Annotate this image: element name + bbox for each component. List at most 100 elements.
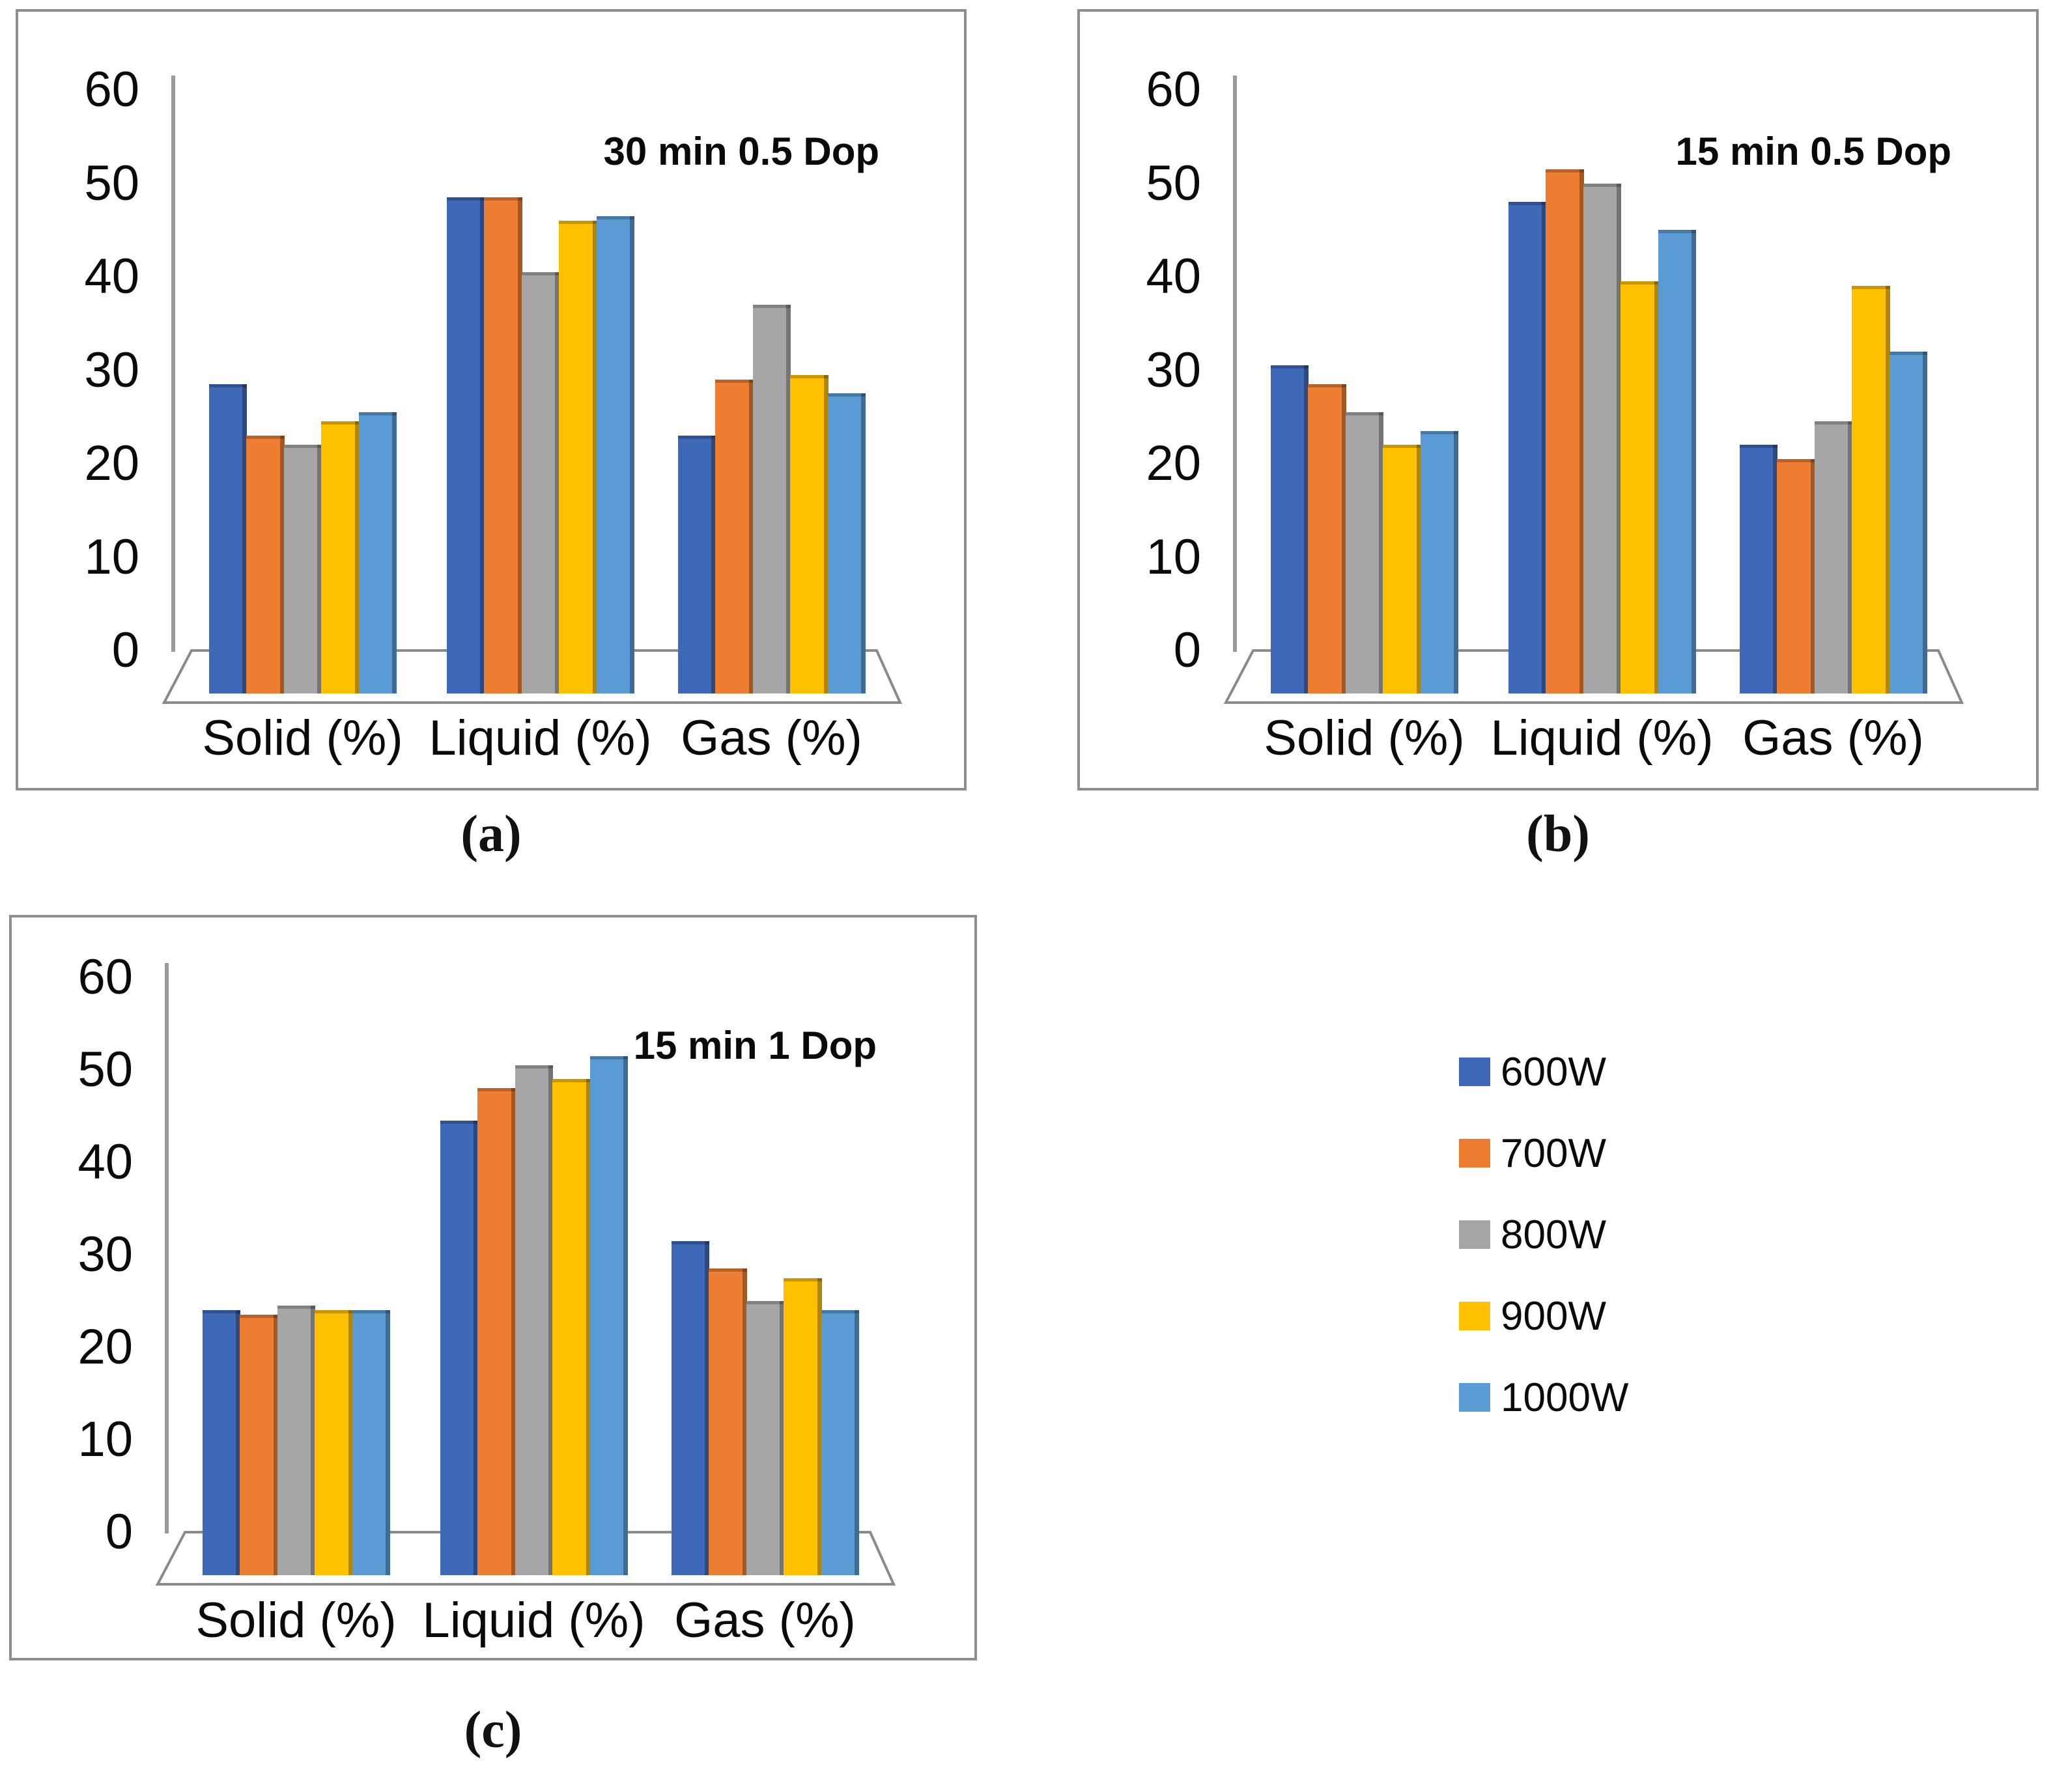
bar-800W-gas <box>746 1301 785 1575</box>
y-axis-tick-label: 60 <box>84 62 139 117</box>
legend-swatch-1000w <box>1459 1383 1490 1412</box>
y-axis-tick-label: 10 <box>1146 529 1201 585</box>
bar-800W-gas <box>1814 421 1853 693</box>
y-axis-tick-label: 10 <box>78 1412 133 1467</box>
y-axis-tick-label: 20 <box>84 436 139 491</box>
legend-item-800w: 800W <box>1459 1212 1628 1257</box>
legend-item-600w: 600W <box>1459 1050 1628 1095</box>
chart-panel-a: 30 min 0.5 Dop 60 50 40 30 20 10 0 Solid (%) Liq… <box>16 9 967 791</box>
chart-title: 15 min 0.5 Dop <box>1675 129 1951 173</box>
bar-1000W-liquid <box>589 1056 629 1576</box>
bar-600W-liquid <box>1508 202 1547 693</box>
legend-swatch-800w <box>1459 1220 1490 1249</box>
y-axis-tick-label: 30 <box>78 1227 133 1282</box>
bar-700W-gas <box>715 379 754 694</box>
y-axis-tick-label: 50 <box>84 155 139 211</box>
x-axis-category-label: Liquid (%) <box>429 710 652 766</box>
y-axis-tick-label: 0 <box>105 1504 133 1560</box>
bar-800W-liquid <box>521 272 560 694</box>
bar-700W-gas <box>709 1268 748 1575</box>
bar-700W-liquid <box>1546 169 1585 694</box>
x-axis-category-label: Solid (%) <box>1264 710 1465 766</box>
y-axis-tick-label: 40 <box>78 1134 133 1190</box>
bar-900W-liquid <box>559 220 597 694</box>
y-axis-tick-label: 60 <box>1146 62 1201 117</box>
bar-900W-gas <box>1852 286 1890 693</box>
y-axis-tick-label: 20 <box>78 1319 133 1375</box>
legend-label: 700W <box>1501 1130 1606 1176</box>
y-axis-tick-label: 50 <box>78 1042 133 1097</box>
chart-title: 30 min 0.5 Dop <box>603 129 879 173</box>
bar-900W-gas <box>784 1278 822 1575</box>
bar-900W-gas <box>790 374 828 694</box>
chart-panel-b: 15 min 0.5 Dop 60 50 40 30 20 10 0 Solid (%) Liq… <box>1077 9 2039 791</box>
x-axis-category-label: Solid (%) <box>202 710 403 766</box>
bar-1000W-gas <box>1889 351 1928 694</box>
y-axis-tick-label: 60 <box>78 949 133 1005</box>
figure-caption-c: (c) <box>464 1701 522 1759</box>
bar-1000W-solid <box>352 1310 391 1575</box>
bar-1000W-liquid <box>596 216 635 694</box>
y-axis-tick-label: 40 <box>84 249 139 304</box>
y-axis-tick-label: 30 <box>1146 342 1201 398</box>
bar-1000W-gas <box>827 393 866 693</box>
legend-label: 600W <box>1501 1049 1606 1095</box>
x-axis-category-label: Gas (%) <box>1742 710 1924 766</box>
legend-label: 900W <box>1501 1293 1606 1339</box>
legend-item-1000w: 1000W <box>1459 1375 1628 1420</box>
x-axis-category-label: Solid (%) <box>195 1593 397 1648</box>
chart-title: 15 min 1 Dop <box>633 1023 877 1067</box>
bar-900W-solid <box>321 421 360 693</box>
bar-700W-liquid <box>477 1088 517 1575</box>
figure-caption-b: (b) <box>1526 805 1590 863</box>
bar-600W-solid <box>203 1310 241 1575</box>
y-axis-tick-label: 20 <box>1146 436 1201 491</box>
bar-600W-gas <box>672 1240 710 1576</box>
y-axis-tick-label: 0 <box>1173 623 1201 678</box>
bar-600W-liquid <box>440 1121 479 1575</box>
x-axis-category-label: Liquid (%) <box>422 1593 645 1648</box>
bar-700W-gas <box>1777 458 1816 694</box>
bar-800W-solid <box>1345 412 1384 693</box>
legend-label: 1000W <box>1501 1375 1629 1420</box>
legend-swatch-900w <box>1459 1302 1490 1330</box>
y-axis-tick-label: 40 <box>1146 249 1201 304</box>
bar-600W-solid <box>1271 365 1309 693</box>
bar-800W-gas <box>752 305 791 693</box>
bar-1000W-solid <box>358 412 397 693</box>
legend: 600W 700W 800W 900W 1000W <box>1459 1050 1628 1463</box>
bar-800W-liquid <box>1583 183 1622 693</box>
x-axis-category-label: Liquid (%) <box>1490 710 1714 766</box>
bar-1000W-liquid <box>1658 230 1697 693</box>
bar-700W-solid <box>246 435 285 694</box>
y-axis-tick-label: 10 <box>84 529 139 585</box>
bar-1000W-solid <box>1420 430 1459 694</box>
chart-panel-c: 15 min 1 Dop 60 50 40 30 20 10 0 Solid (%) Liqui… <box>9 915 977 1660</box>
legend-item-900w: 900W <box>1459 1294 1628 1339</box>
bar-600W-gas <box>678 435 716 694</box>
legend-swatch-700w <box>1459 1139 1490 1168</box>
bar-1000W-gas <box>821 1310 860 1575</box>
bar-700W-liquid <box>484 197 523 693</box>
y-axis-tick-label: 50 <box>1146 155 1201 211</box>
y-axis-tick-label: 30 <box>84 342 139 398</box>
bar-600W-solid <box>209 384 248 693</box>
x-axis-category-label: Gas (%) <box>674 1593 856 1648</box>
bar-800W-liquid <box>515 1065 554 1576</box>
x-axis-category-label: Gas (%) <box>681 710 862 766</box>
legend-swatch-600w <box>1459 1057 1490 1086</box>
y-axis-tick-label: 0 <box>111 623 139 678</box>
bar-900W-liquid <box>1621 281 1659 693</box>
bar-900W-solid <box>1383 445 1421 693</box>
bar-700W-solid <box>240 1315 279 1575</box>
bar-700W-solid <box>1308 384 1347 693</box>
legend-label: 800W <box>1501 1212 1606 1257</box>
bar-900W-liquid <box>552 1079 591 1575</box>
bar-800W-solid <box>277 1306 316 1575</box>
legend-item-700w: 700W <box>1459 1131 1628 1176</box>
bar-900W-solid <box>315 1310 353 1575</box>
bar-600W-liquid <box>447 197 485 693</box>
figure-caption-a: (a) <box>460 805 522 863</box>
bar-800W-solid <box>283 445 322 693</box>
